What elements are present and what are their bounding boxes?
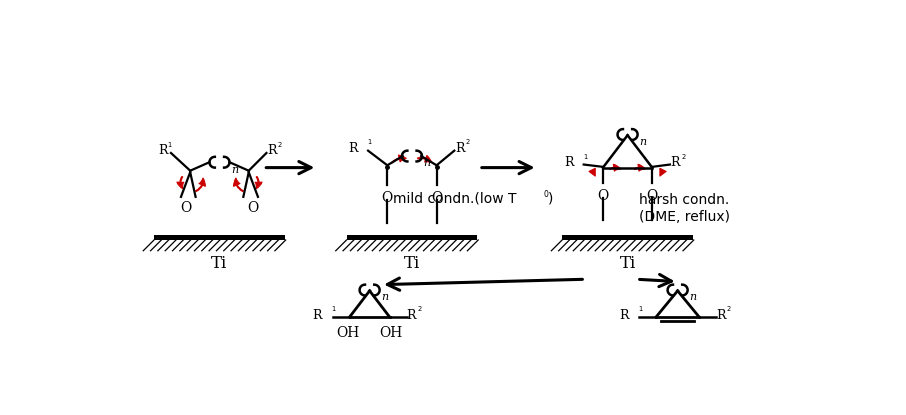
- Text: O: O: [247, 202, 258, 215]
- Text: OH: OH: [380, 326, 403, 340]
- Text: n: n: [423, 159, 430, 168]
- Text: O: O: [597, 189, 609, 203]
- Text: n: n: [231, 164, 238, 175]
- FancyArrowPatch shape: [660, 168, 666, 176]
- Text: R: R: [407, 309, 416, 322]
- Text: R: R: [716, 309, 726, 322]
- Text: R: R: [313, 309, 322, 322]
- Text: R: R: [619, 309, 629, 322]
- Text: R: R: [267, 144, 276, 157]
- Bar: [346, 234, 477, 240]
- Text: Ti: Ti: [404, 255, 420, 272]
- Bar: [562, 234, 693, 240]
- Text: $^2$: $^2$: [417, 307, 422, 317]
- FancyArrowPatch shape: [234, 178, 244, 192]
- Text: (DME, reflux): (DME, reflux): [639, 210, 730, 224]
- FancyArrowPatch shape: [418, 156, 431, 162]
- Text: Ti: Ti: [211, 255, 227, 272]
- Text: R: R: [349, 142, 358, 155]
- Text: R: R: [670, 156, 680, 169]
- Text: n: n: [381, 292, 389, 303]
- Text: R: R: [158, 144, 168, 157]
- Text: O: O: [381, 191, 393, 205]
- Text: ): ): [548, 191, 554, 205]
- Text: $^0$: $^0$: [543, 190, 549, 200]
- Bar: [154, 234, 284, 240]
- Text: Ti: Ti: [620, 255, 636, 272]
- Text: $^2$: $^2$: [277, 142, 283, 152]
- Text: $^1$: $^1$: [331, 307, 337, 317]
- FancyArrowPatch shape: [196, 178, 206, 192]
- Text: O: O: [180, 202, 192, 215]
- Text: $^1$: $^1$: [167, 142, 173, 152]
- FancyArrowPatch shape: [634, 164, 645, 171]
- FancyArrowPatch shape: [610, 164, 621, 171]
- Text: O: O: [431, 191, 442, 205]
- Text: n: n: [639, 137, 646, 147]
- FancyArrowPatch shape: [589, 168, 595, 176]
- FancyArrowPatch shape: [255, 176, 262, 189]
- Text: harsh condn.: harsh condn.: [639, 193, 729, 207]
- Text: OH: OH: [336, 326, 360, 340]
- FancyArrowPatch shape: [177, 176, 184, 189]
- FancyArrowPatch shape: [392, 155, 406, 163]
- Text: $^1$: $^1$: [367, 139, 373, 149]
- Text: R: R: [564, 156, 573, 169]
- Text: R: R: [455, 142, 465, 155]
- Text: $^2$: $^2$: [726, 307, 732, 317]
- Text: O: O: [647, 189, 658, 203]
- Text: n: n: [689, 292, 697, 303]
- Text: mild condn.(low T: mild condn.(low T: [392, 191, 516, 205]
- Text: $^2$: $^2$: [680, 154, 687, 164]
- Text: $^2$: $^2$: [465, 139, 471, 149]
- Text: $^1$: $^1$: [583, 154, 589, 164]
- Text: $^1$: $^1$: [638, 307, 643, 317]
